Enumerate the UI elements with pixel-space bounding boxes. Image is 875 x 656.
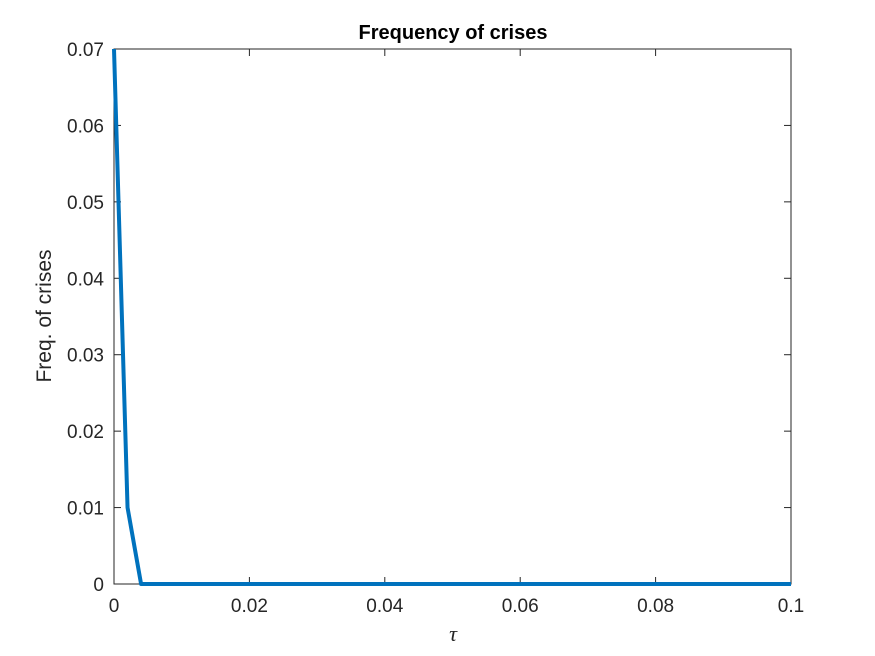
y-tick-label: 0.02 <box>67 422 104 443</box>
x-tick-label: 0.1 <box>778 596 804 617</box>
x-tick-label: 0.04 <box>366 596 403 617</box>
y-tick-label: 0.04 <box>67 269 104 290</box>
x-axis: 0 0.02 0.04 0.06 0.08 0.1 <box>109 49 804 617</box>
x-tick-label: 0 <box>109 596 120 617</box>
series-layer <box>112 48 791 586</box>
y-axis: 0 0.01 0.02 0.03 0.04 0.05 0.06 0.07 <box>67 40 791 596</box>
x-tick-label: 0.06 <box>502 596 539 617</box>
y-tick-label: 0.06 <box>67 116 104 137</box>
series-line <box>112 48 791 586</box>
y-tick-label: 0.01 <box>67 499 104 520</box>
y-tick-label: 0.05 <box>67 193 104 214</box>
y-tick-label: 0 <box>93 575 104 596</box>
y-tick-label: 0.03 <box>67 346 104 367</box>
x-tick-label: 0.02 <box>231 596 268 617</box>
plot-area: 0 0.02 0.04 0.06 0.08 0.1 0 0.01 0.02 0.03 0.04 0.… <box>67 40 804 617</box>
chart-title: Frequency of crises <box>359 22 548 44</box>
y-tick-label: 0.07 <box>67 40 104 61</box>
x-axis-label: τ <box>449 621 458 646</box>
x-tick-label: 0.08 <box>637 596 674 617</box>
y-axis-label: Freq. of crises <box>33 249 56 382</box>
